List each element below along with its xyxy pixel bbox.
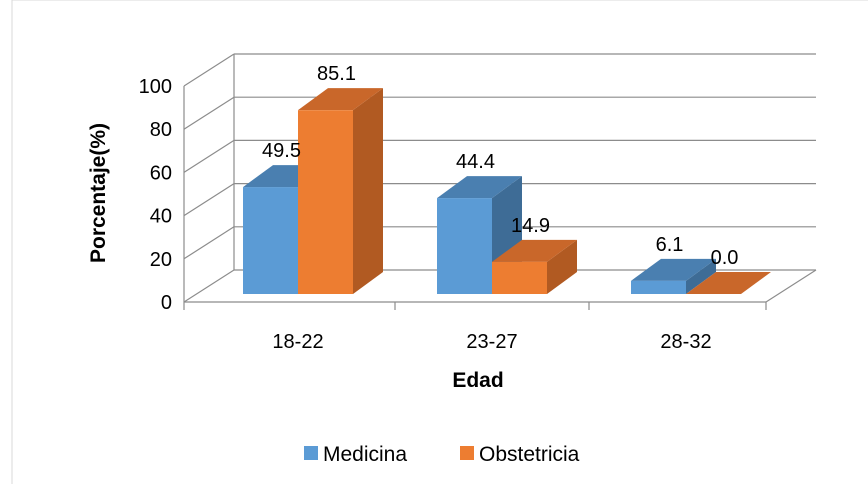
bar-top xyxy=(631,258,716,281)
legend-swatch xyxy=(304,446,318,460)
data-label: 49.5 xyxy=(262,140,301,162)
data-label: 14.9 xyxy=(511,215,550,237)
gridline-side xyxy=(183,139,235,173)
gridline-side xyxy=(183,226,235,260)
data-label: 85.1 xyxy=(317,63,356,85)
bar-top xyxy=(437,176,522,199)
x-tick-label: 23-27 xyxy=(466,331,517,353)
gridline-side xyxy=(183,53,235,87)
bar xyxy=(298,88,383,295)
bar-front xyxy=(298,110,353,295)
floor-edge-right xyxy=(765,269,817,303)
gridline-side xyxy=(183,269,235,303)
bar-side xyxy=(353,88,383,295)
bar xyxy=(631,258,716,294)
bar xyxy=(686,272,771,294)
gridline-side xyxy=(183,183,235,217)
y-tick-label: 40 xyxy=(150,206,172,228)
bar-side xyxy=(547,239,577,294)
bar-series xyxy=(243,88,771,295)
y-tick-label: 100 xyxy=(139,76,172,98)
bar-top xyxy=(686,272,771,294)
data-label: 44.4 xyxy=(456,151,495,173)
y-axis-ticks: 0 20 40 60 80 100 xyxy=(139,76,172,314)
data-label: 6.1 xyxy=(656,234,684,256)
bar-top xyxy=(298,88,383,111)
legend-label: Medicina xyxy=(323,443,407,466)
x-tick-label: 28-32 xyxy=(660,331,711,353)
y-tick-label: 80 xyxy=(150,119,172,141)
bar xyxy=(492,239,577,294)
legend-item: Medicina xyxy=(304,443,407,466)
y-tick-label: 0 xyxy=(161,292,172,314)
x-axis-title: Edad xyxy=(452,369,503,392)
data-labels: 49.5 85.1 44.4 14.9 6.1 0.0 xyxy=(262,63,738,269)
bar-front xyxy=(492,261,547,294)
legend: Medicina Obstetricia xyxy=(304,443,580,466)
bar-side xyxy=(686,258,716,294)
legend-item: Obstetricia xyxy=(460,443,580,466)
y-axis-title: Porcentaje(%) xyxy=(87,123,110,263)
y-tick-label: 20 xyxy=(150,249,172,271)
gridline-side xyxy=(183,96,235,130)
y-tick-label: 60 xyxy=(150,162,172,184)
x-tick-label: 18-22 xyxy=(272,331,323,353)
x-axis-categories: 18-22 23-27 28-32 xyxy=(272,331,711,353)
data-label: 0.0 xyxy=(711,247,739,269)
legend-label: Obstetricia xyxy=(479,443,580,466)
legend-swatch xyxy=(460,446,474,460)
bar-front xyxy=(631,280,686,294)
bar-front xyxy=(243,187,298,294)
bar-top xyxy=(492,239,577,262)
bar-front xyxy=(437,198,492,294)
